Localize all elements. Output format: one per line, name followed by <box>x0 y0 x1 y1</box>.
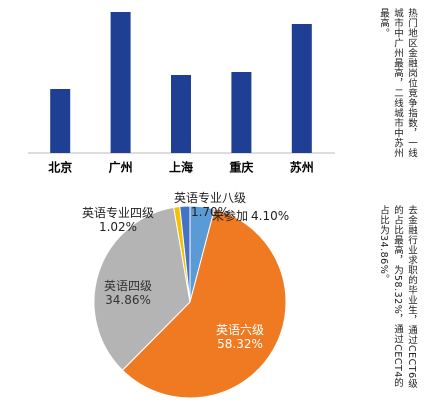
pie-slice <box>121 208 287 399</box>
pie-slice <box>93 206 191 371</box>
x-tick-label: 广州 <box>109 160 133 175</box>
note: 热门地区金融岗位竞争指数，一线城市中广州最高，二线城市中苏州最高。 <box>378 8 417 158</box>
value-label: 1.70% <box>191 205 229 219</box>
note: 去金融行业求职的毕业生，通过CECT6级的占比最高，为58.32%，通过CECT… <box>378 205 417 389</box>
x-tick-label: 上海 <box>169 160 193 175</box>
value-label: 1.02% <box>99 220 137 234</box>
category-label: 英语四级 <box>104 279 152 293</box>
bar <box>171 75 191 153</box>
category-label: 未参加 <box>212 208 248 223</box>
value-label: 58.32% <box>217 337 263 351</box>
category-label: 英语专业四级 <box>82 205 154 220</box>
pie-label: 英语六级 58.32% <box>216 323 264 351</box>
bar <box>231 72 252 153</box>
pie-label: 英语专业四级 1.02% <box>82 205 154 234</box>
bar <box>110 12 131 153</box>
category-label: 英语专业八级 <box>174 190 246 205</box>
pie-label: 英语专业八级 1.70% <box>174 190 246 219</box>
x-tick-label: 北京 <box>48 160 72 175</box>
bar <box>50 89 71 153</box>
x-tick-label: 苏州 <box>290 160 314 175</box>
x-tick-label: 重庆 <box>229 160 253 175</box>
pie-label: 未参加 4.10% <box>212 208 289 223</box>
value-label: 4.10% <box>251 209 289 223</box>
pie-label: 英语四级 34.86% <box>104 279 152 307</box>
pie-slice <box>179 205 191 303</box>
bar <box>291 24 312 153</box>
value-label: 34.86% <box>105 293 151 307</box>
category-label: 英语六级 <box>216 323 264 337</box>
